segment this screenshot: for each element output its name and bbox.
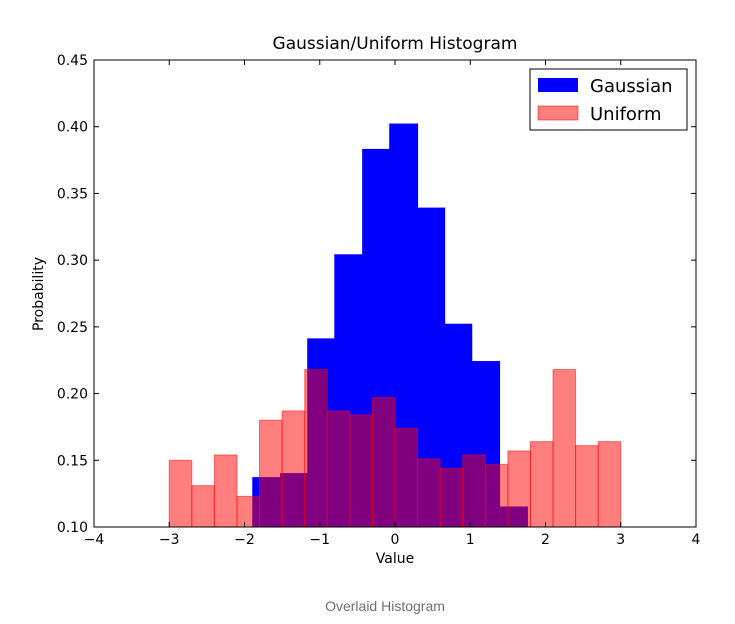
uniform-bar <box>439 467 464 528</box>
x-tick-label: 2 <box>541 532 550 548</box>
uniform-bar <box>326 410 351 528</box>
legend-label-gaussian: Gaussian <box>590 76 673 97</box>
legend-swatch-gaussian <box>538 78 578 92</box>
uniform-bar <box>236 495 261 528</box>
uniform-bar <box>281 410 306 528</box>
uniform-bar <box>462 454 486 528</box>
x-tick-label: 3 <box>616 532 625 548</box>
uniform-bar <box>213 454 238 528</box>
uniform-bar <box>349 414 373 528</box>
uniform-bar <box>575 445 599 528</box>
y-axis-label: Probability <box>31 257 47 331</box>
legend: Gaussian Uniform <box>529 68 688 131</box>
legend-label-uniform: Uniform <box>590 104 662 125</box>
uniform-bar <box>597 441 622 528</box>
uniform-bar <box>529 441 554 528</box>
y-tick-label: 0.10 <box>57 520 88 536</box>
chart-title: Gaussian/Uniform Histogram <box>273 34 518 54</box>
x-tick-label: 1 <box>466 532 475 548</box>
uniform-bar <box>168 459 193 528</box>
uniform-bar <box>507 450 531 528</box>
y-tick-label: 0.35 <box>57 186 88 202</box>
x-axis-label: Value <box>376 551 414 567</box>
x-tick-label: −3 <box>159 532 180 548</box>
uniform-bar <box>191 485 215 528</box>
y-tick-label: 0.30 <box>57 253 88 269</box>
y-tick-label: 0.25 <box>57 320 88 336</box>
legend-swatch-uniform <box>537 105 579 121</box>
x-tick-label: −2 <box>234 532 255 548</box>
uniform-bar <box>552 369 577 528</box>
uniform-bar <box>484 463 509 528</box>
x-tick-label: −1 <box>309 532 330 548</box>
uniform-bar <box>304 369 328 528</box>
uniform-bar <box>371 397 396 528</box>
y-tick-label: 0.40 <box>57 120 88 136</box>
ticks-layer: −4 −3 −2 −1 0 1 2 3 4 0.10 0.15 0.20 0.25 0.30 0.35 0.4… <box>57 53 701 548</box>
bars-layer <box>168 123 622 528</box>
figure-caption: Overlaid Histogram <box>325 598 445 614</box>
uniform-bar <box>394 427 419 528</box>
x-tick-label: −4 <box>84 532 105 548</box>
y-tick-label: 0.15 <box>57 453 88 469</box>
x-tick-label: 0 <box>391 532 400 548</box>
y-tick-label: 0.45 <box>57 53 88 69</box>
y-tick-label: 0.20 <box>57 387 88 403</box>
uniform-bar <box>259 419 283 528</box>
uniform-bar <box>417 458 441 528</box>
x-tick-label: 4 <box>692 532 701 548</box>
